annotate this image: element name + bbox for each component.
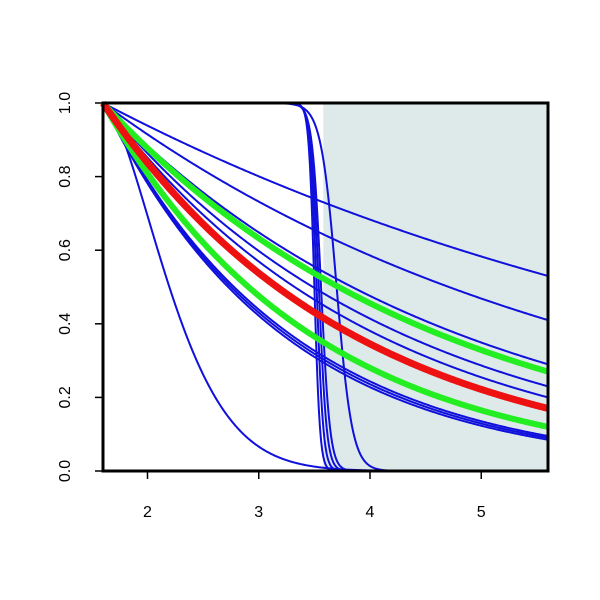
y-tick-label: 1.0	[57, 92, 74, 114]
series-line-5	[102, 102, 549, 399]
y-tick-label: 0.0	[57, 460, 74, 482]
x-tick-label: 5	[477, 504, 486, 521]
x-tick-label: 3	[254, 504, 263, 521]
series-line-15	[100, 100, 550, 375]
x-axis: 2 3 4 5	[143, 470, 486, 521]
shaded-region	[323, 103, 548, 471]
y-tick-label: 0.4	[57, 313, 74, 335]
series-line-2	[102, 102, 549, 322]
y-tick-label: 0.2	[57, 386, 74, 408]
series-line-16	[100, 101, 550, 430]
x-tick-label: 4	[366, 504, 375, 521]
series-line-4	[102, 102, 549, 388]
x-tick-label: 2	[143, 504, 152, 521]
y-tick-label: 0.8	[57, 165, 74, 187]
series-line-1	[102, 102, 549, 277]
y-axis: 0.0 0.2 0.4 0.6 0.8 1.0	[57, 92, 103, 482]
y-tick-label: 0.6	[57, 239, 74, 261]
series-line-17	[100, 101, 551, 412]
